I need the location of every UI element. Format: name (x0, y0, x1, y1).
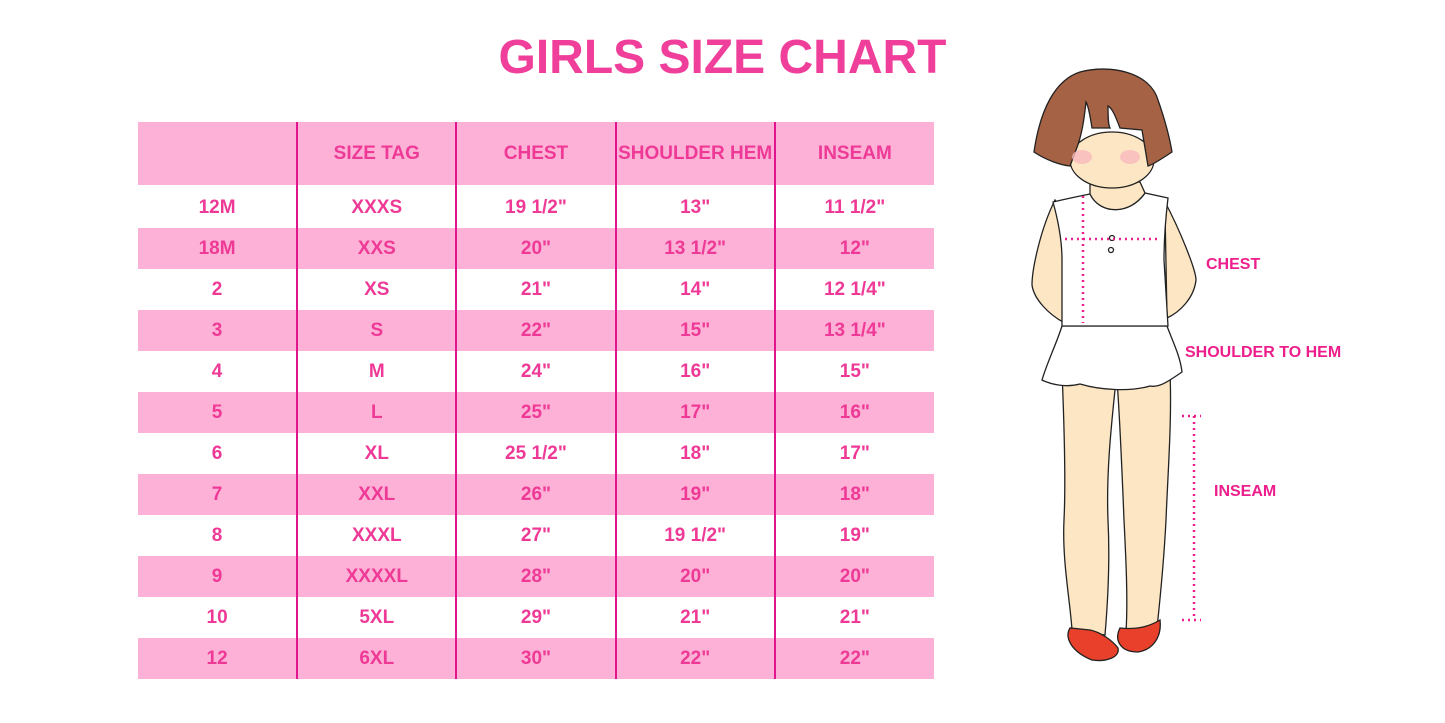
table-cell: 7 (138, 474, 298, 515)
table-cell: 16" (614, 351, 775, 392)
left-leg (1061, 371, 1117, 636)
table-cell: 12M (138, 185, 298, 228)
table-row: 18M XXS 20" 13 1/2" 12" (138, 228, 934, 269)
table-cell: XXXL (296, 515, 457, 556)
table-cell: 13" (614, 185, 775, 228)
table-cell: 21" (455, 269, 616, 310)
table-cell: 21" (614, 597, 775, 638)
table-cell: 19" (773, 515, 934, 556)
table-cell: 6XL (296, 638, 457, 679)
left-arm (1031, 198, 1064, 324)
header-cell: CHEST (455, 122, 616, 186)
page-title: GIRLS SIZE CHART (0, 30, 1445, 85)
table-cell: XXXXL (296, 556, 457, 597)
table-cell: S (296, 310, 457, 351)
table-cell: 12 1/4" (773, 269, 934, 310)
table-cell: 17" (614, 392, 775, 433)
table-cell: XS (296, 269, 457, 310)
table-cell: 29" (455, 597, 616, 638)
table-row: 12 6XL 30" 22" 22" (138, 638, 934, 679)
table-cell: 21" (773, 597, 934, 638)
header-cell (138, 122, 298, 186)
table-cell: 24" (455, 351, 616, 392)
table-cell: 10 (206, 606, 228, 628)
table-cell: XXL (296, 474, 457, 515)
table-cell: 22" (455, 310, 616, 351)
right-cheek (1120, 150, 1140, 164)
table-cell: 17" (773, 433, 934, 474)
header-cell: SIZE TAG (296, 122, 457, 186)
right-arm (1163, 199, 1197, 320)
table-cell: 12" (773, 228, 934, 269)
table-cell: 28" (455, 556, 616, 597)
table-cell: 18M (138, 228, 298, 269)
header-cell: INSEAM (773, 122, 934, 186)
table-cell: 22" (614, 638, 775, 679)
neck (1089, 181, 1146, 211)
table-cell: 9 (138, 556, 298, 597)
table-cell: 6 (211, 442, 223, 464)
table-cell: M (296, 351, 457, 392)
shirt (1052, 192, 1169, 327)
table-cell: 25" (455, 392, 616, 433)
table-cell: 5 (138, 392, 298, 433)
table-cell: 18" (773, 474, 934, 515)
table-cell: 25 1/2" (455, 433, 616, 474)
table-cell: 18" (614, 433, 775, 474)
right-leg (1116, 371, 1172, 633)
table-row: 8 XXXL 27" 19 1/2" 19" (138, 515, 934, 556)
table-cell: 30" (455, 638, 616, 679)
shoulder-to-hem-label: SHOULDER TO HEM (1185, 344, 1342, 361)
table-cell: 19 1/2" (455, 185, 616, 228)
skirt (1041, 325, 1183, 391)
table-row: 12M XXXS 19 1/2" 13" 11 1/2" (138, 185, 934, 228)
table-row: 5 L 25" 17" 16" (138, 392, 934, 433)
table-cell: 20" (614, 556, 775, 597)
inseam-label: INSEAM (1214, 483, 1277, 500)
table-cell: XXXS (296, 185, 457, 228)
table-cell: 14" (614, 269, 775, 310)
table-cell: 22" (773, 638, 934, 679)
table-cell: 8 (211, 524, 223, 546)
table-cell: XXS (296, 228, 457, 269)
table-row: 9 XXXXL 28" 20" 20" (138, 556, 934, 597)
table-row: 3 S 22" 15" 13 1/4" (138, 310, 934, 351)
table-cell: 26" (455, 474, 616, 515)
left-cheek (1072, 150, 1092, 164)
table-cell: 5XL (296, 597, 457, 638)
table-cell: 4 (211, 360, 223, 382)
table-cell: 27" (455, 515, 616, 556)
table-cell: 19" (614, 474, 775, 515)
chest-label: CHEST (1206, 256, 1261, 273)
table-cell: 11 1/2" (773, 185, 934, 228)
table-row: 4 M 24" 16" 15" (138, 351, 934, 392)
table-cell: 19 1/2" (614, 515, 775, 556)
table-row: 2 XS 21" 14" 12 1/4" (138, 269, 934, 310)
table-cell: XL (296, 433, 457, 474)
size-table: SIZE TAG CHEST SHOULDER HEM INSEAM 12M XX… (138, 122, 934, 679)
table-cell: 16" (773, 392, 934, 433)
title-text: GIRLS SIZE CHART (498, 31, 947, 84)
table-cell: 13 1/2" (614, 228, 775, 269)
table-cell: 20" (455, 228, 616, 269)
table-row: 7 XXL 26" 19" 18" (138, 474, 934, 515)
table-row: 10 5XL 29" 21" 21" (138, 597, 934, 638)
table-cell: 15" (773, 351, 934, 392)
right-shoe (1117, 618, 1161, 653)
table-cell: 2 (211, 278, 223, 300)
table-row: 6 XL 25 1/2" 18" 17" (138, 433, 934, 474)
table-cell: 15" (614, 310, 775, 351)
left-shoe (1067, 627, 1119, 662)
shirt-button (1107, 246, 1115, 254)
table-cell: 13 1/4" (773, 310, 934, 351)
hair (1033, 68, 1173, 167)
table-header-row: SIZE TAG CHEST SHOULDER HEM INSEAM (138, 122, 934, 186)
header-cell: SHOULDER HEM (614, 122, 775, 186)
table-cell: 20" (773, 556, 934, 597)
table-cell: 12 (138, 638, 298, 679)
table-cell: L (296, 392, 457, 433)
table-cell: 3 (138, 310, 298, 351)
